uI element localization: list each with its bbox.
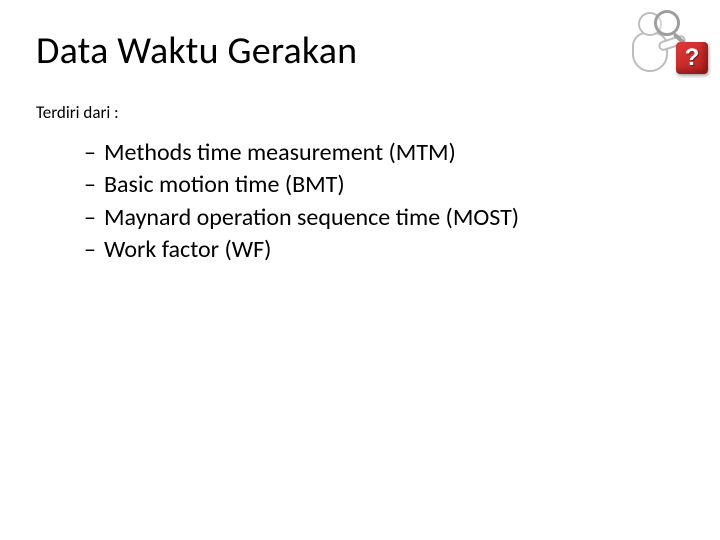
list-item: Work factor (WF): [84, 234, 684, 266]
slide: Data Waktu Gerakan Terdiri dari : Method…: [0, 0, 720, 540]
slide-title: Data Waktu Gerakan: [36, 28, 684, 74]
question-mark-block: ?: [676, 42, 708, 74]
list-item: Basic motion time (BMT): [84, 169, 684, 201]
list-item: Methods time measurement (MTM): [84, 137, 684, 169]
slide-subtitle: Terdiri dari :: [36, 102, 684, 123]
list-item: Maynard operation sequence time (MOST): [84, 202, 684, 234]
question-mark-icon: ?: [676, 42, 708, 74]
magnifier-ring: [654, 10, 680, 36]
bullet-list: Methods time measurement (MTM) Basic mot…: [36, 137, 684, 267]
corner-graphic: ?: [610, 6, 710, 94]
magnifier-icon: [654, 10, 684, 40]
